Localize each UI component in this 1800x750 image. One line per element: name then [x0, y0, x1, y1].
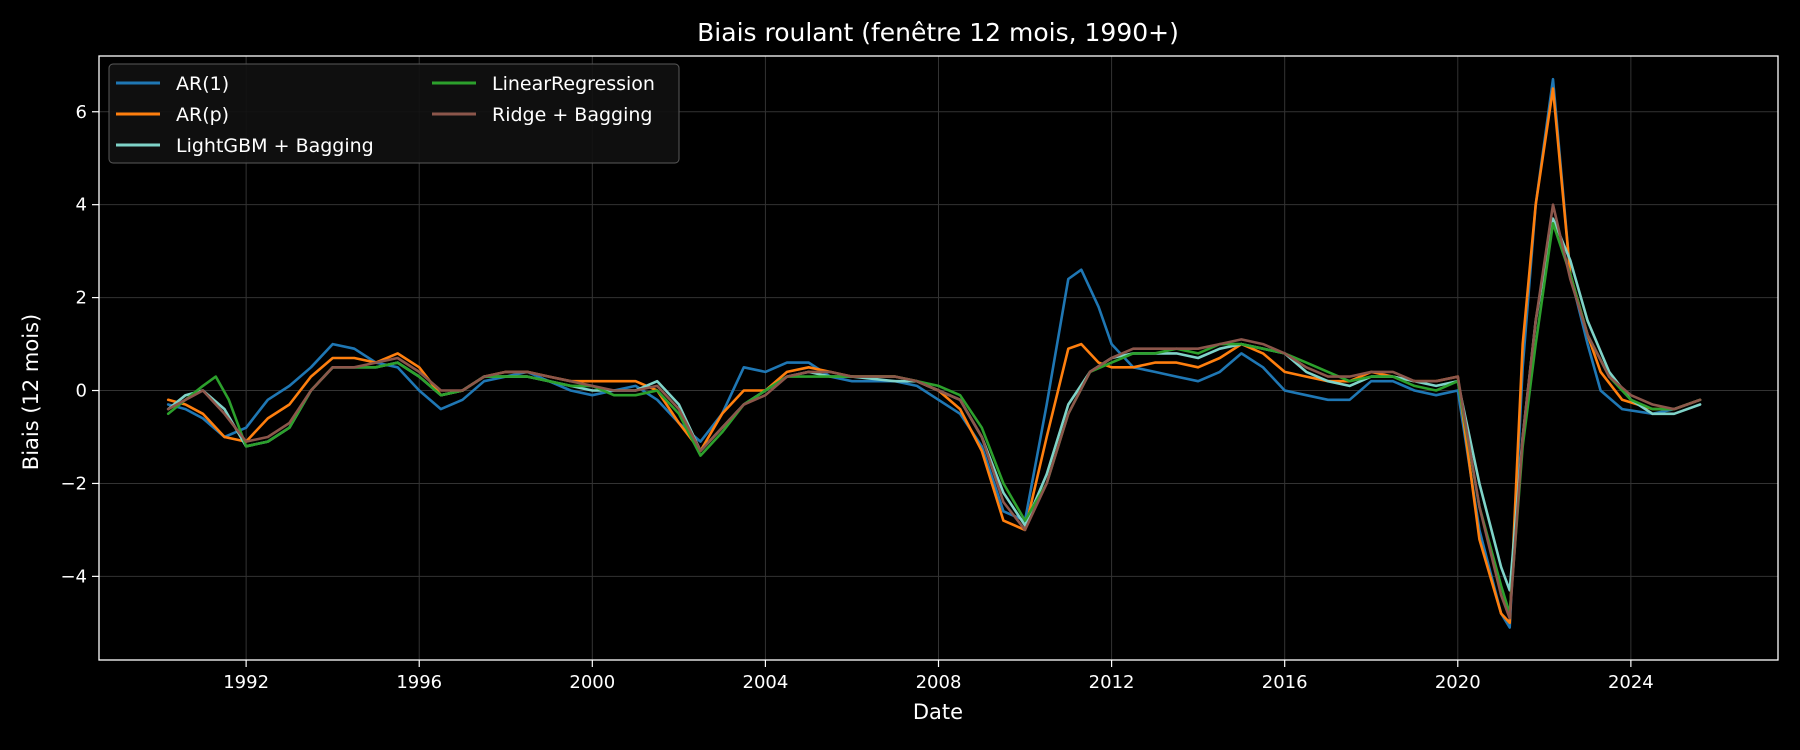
legend: AR(1) AR(p) LightGBM + Bagging LinearRegres…: [108, 63, 680, 164]
x-tick-label: 2004: [743, 672, 789, 693]
x-tick-label: 2000: [569, 672, 615, 693]
legend-label: AR(1): [176, 73, 229, 95]
y-tick-label: −2: [60, 473, 87, 494]
legend-label: Ridge + Bagging: [492, 104, 652, 126]
x-axis-label: Date: [913, 700, 963, 724]
x-tick-label: 1996: [396, 672, 442, 693]
y-tick-label: 6: [76, 102, 87, 123]
legend-label: LightGBM + Bagging: [176, 135, 374, 157]
x-tick-label: 2008: [916, 672, 962, 693]
x-tick-label: 2024: [1608, 672, 1654, 693]
x-tick-label: 2012: [1089, 672, 1135, 693]
legend-box: [108, 63, 680, 164]
axis-ticks: 1992 1996 2000 2004 2008 2012 2016 2020 2024 −4 −2…: [60, 102, 1653, 693]
series-line-ridge-bagging: [166, 203, 1702, 620]
chart-title: Biais roulant (fenêtre 12 mois, 1990+): [697, 18, 1179, 47]
y-tick-label: 2: [76, 288, 87, 309]
y-tick-label: −4: [60, 566, 87, 587]
legend-label: LinearRegression: [492, 73, 655, 95]
legend-label: AR(p): [176, 104, 229, 126]
x-tick-label: 2020: [1435, 672, 1481, 693]
x-tick-label: 2016: [1262, 672, 1308, 693]
y-tick-label: 4: [76, 195, 87, 216]
x-tick-label: 1992: [223, 672, 269, 693]
series-line-ar-p: [166, 87, 1702, 625]
series-lines: [166, 77, 1702, 629]
y-axis-label: Biais (12 mois): [19, 314, 43, 470]
y-tick-label: 0: [76, 381, 87, 402]
